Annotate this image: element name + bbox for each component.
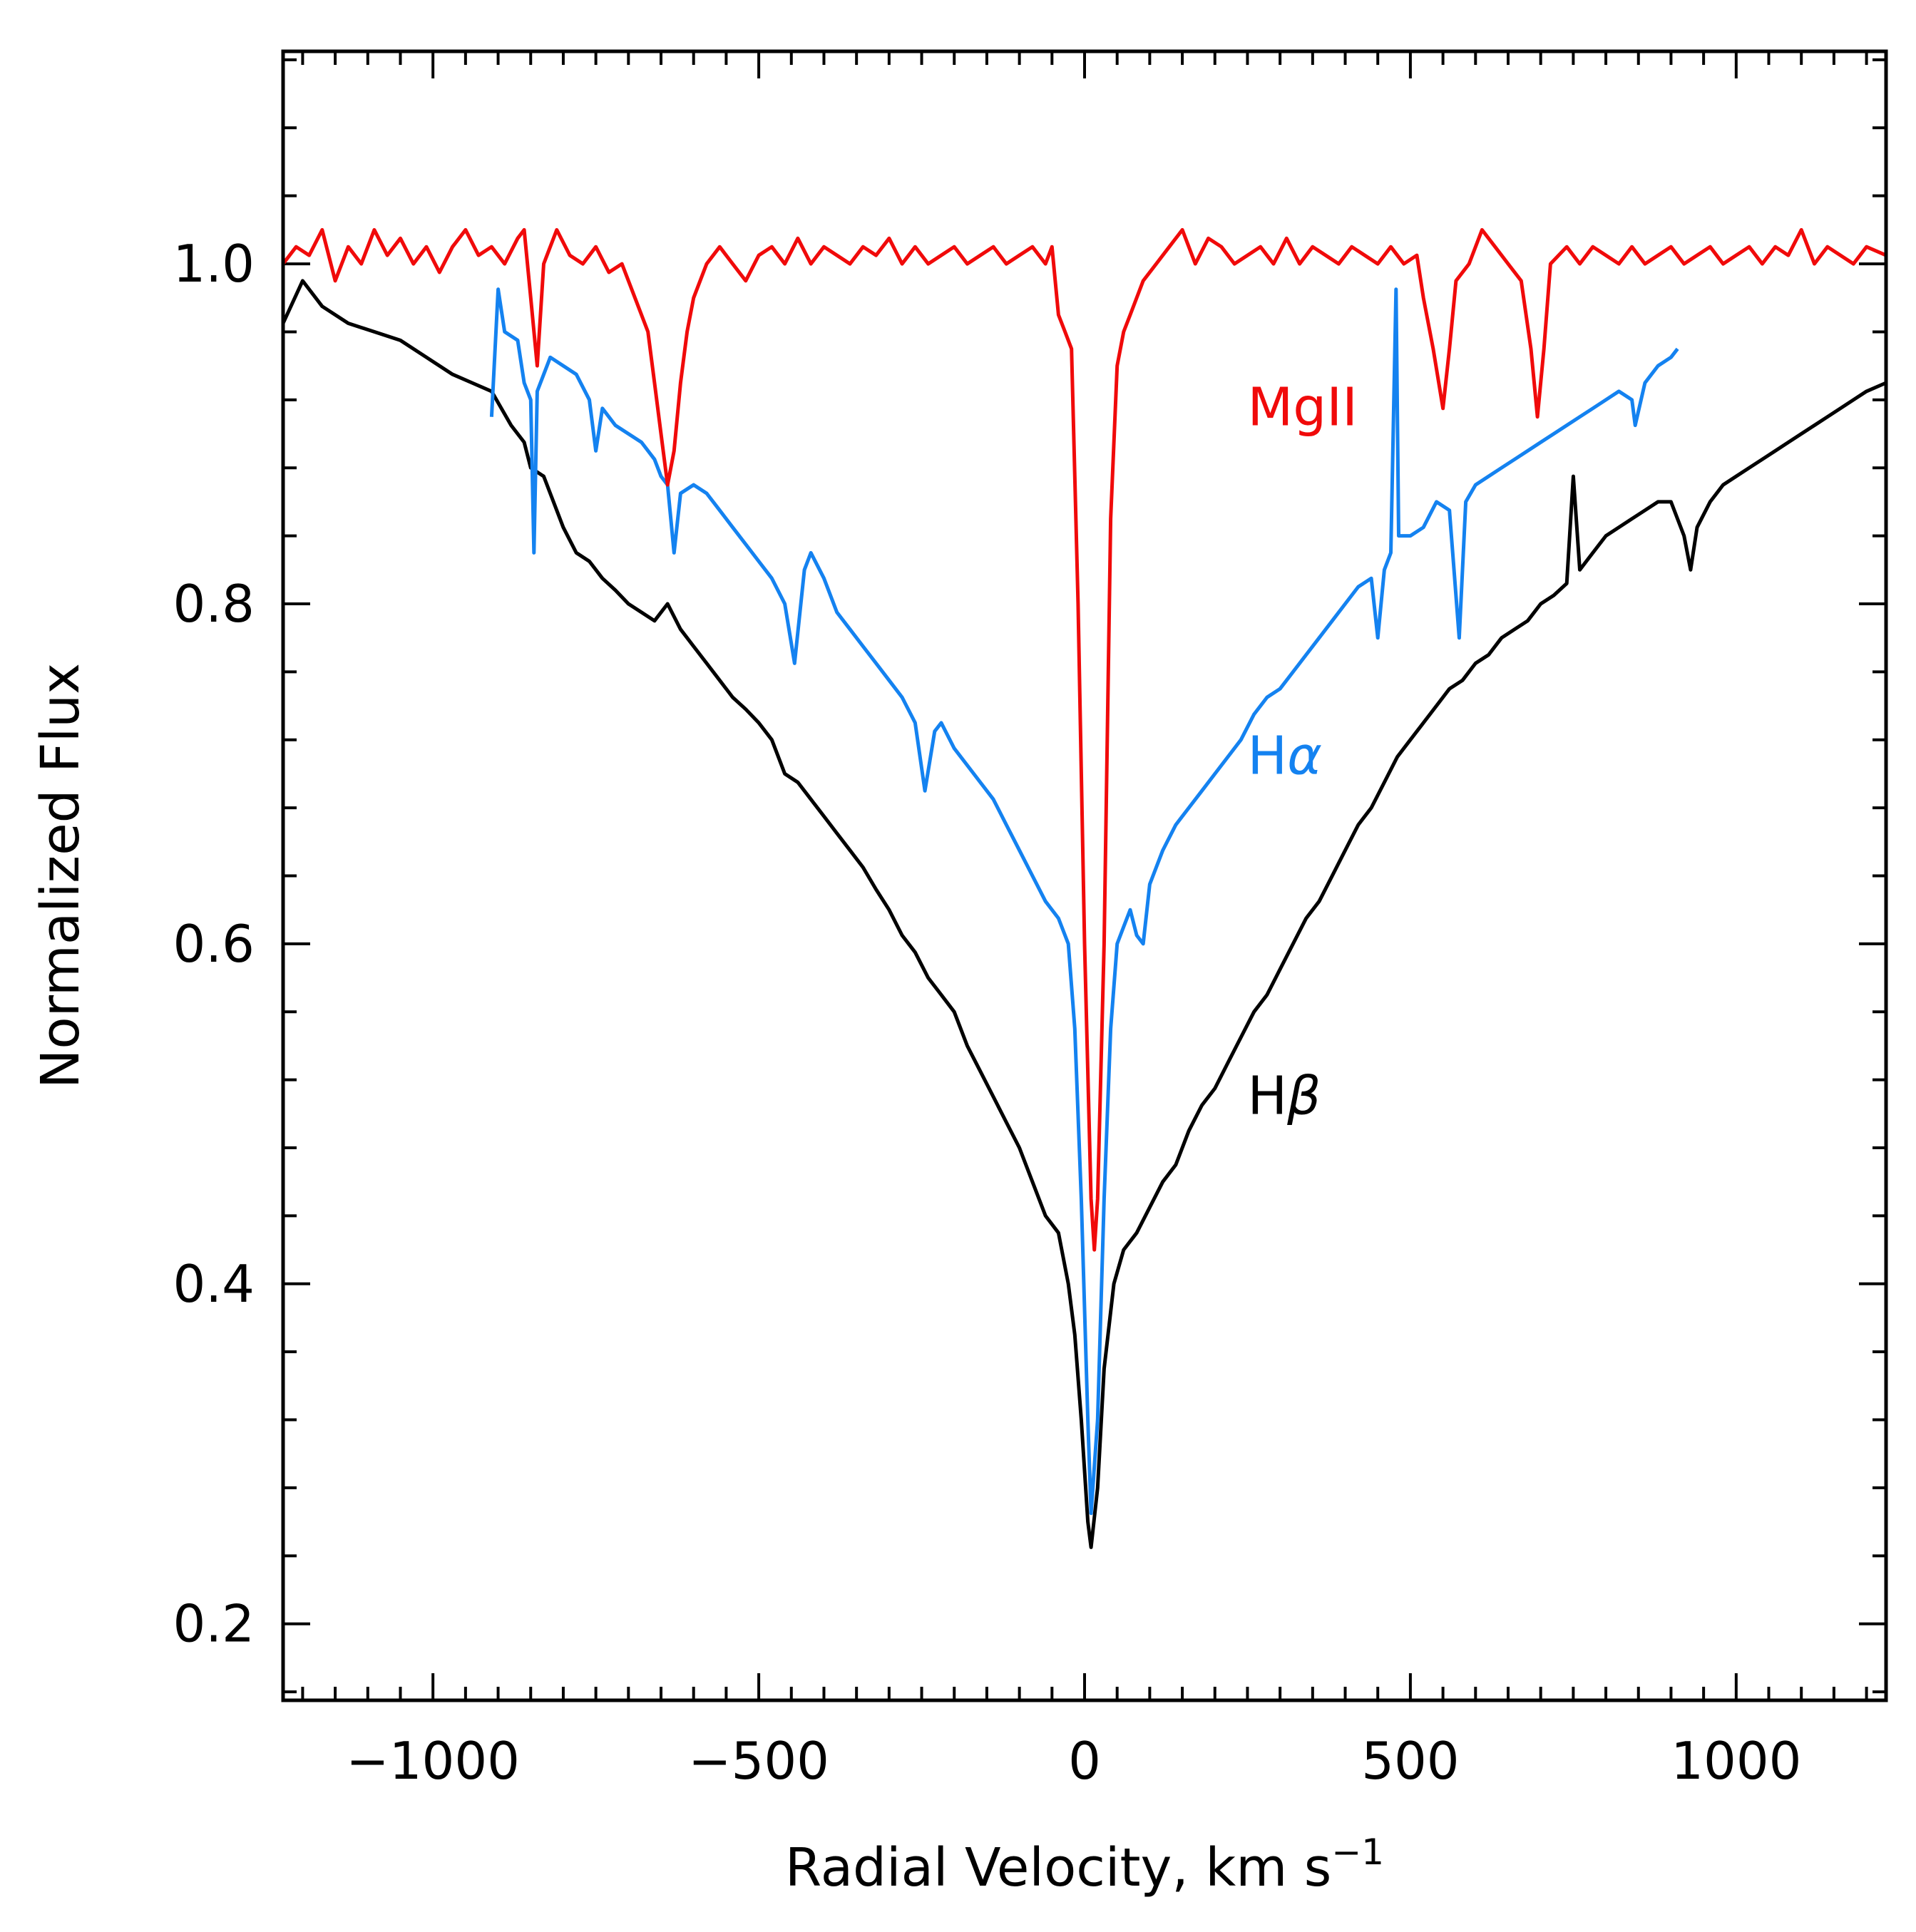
y-tick-label: 0.2 xyxy=(173,1594,255,1654)
x-axis-title-text: Radial Velocity, km s xyxy=(785,1837,1331,1898)
series-labels: Hβ Hα MgII xyxy=(1247,377,1357,1127)
y-tick-label: 0.8 xyxy=(173,574,255,634)
y-tick-label: 0.6 xyxy=(173,914,255,974)
x-axis-title-superscript: −1 xyxy=(1331,1831,1384,1873)
x-tick-label: 0 xyxy=(1068,1731,1101,1791)
x-tick-label: −1000 xyxy=(346,1731,520,1791)
x-tick-label: −500 xyxy=(688,1731,829,1791)
series-label: MgII xyxy=(1247,377,1357,438)
series-label: Hα xyxy=(1247,725,1321,786)
series-line-h-β xyxy=(281,279,1887,1549)
plot-frame xyxy=(281,49,1888,1702)
x-tick-label: 500 xyxy=(1361,1731,1459,1791)
axis-tick-labels: −1000 −500 0 500 1000 0.2 0.4 0.6 0.8 1.0 xyxy=(173,234,1801,1791)
y-axis-title: Normalized Flux xyxy=(30,663,91,1089)
series-label: Hβ xyxy=(1247,1065,1321,1126)
series-lines xyxy=(281,227,1887,1549)
series-line-mgii xyxy=(282,227,1887,1252)
x-axis-title: Radial Velocity, km s−1 xyxy=(785,1831,1384,1898)
series-line-h-α xyxy=(489,287,1679,1516)
axis-ticks xyxy=(283,51,1886,1700)
y-tick-label: 0.4 xyxy=(173,1254,255,1314)
y-tick-label: 1.0 xyxy=(173,234,255,294)
x-tick-label: 1000 xyxy=(1671,1731,1801,1791)
